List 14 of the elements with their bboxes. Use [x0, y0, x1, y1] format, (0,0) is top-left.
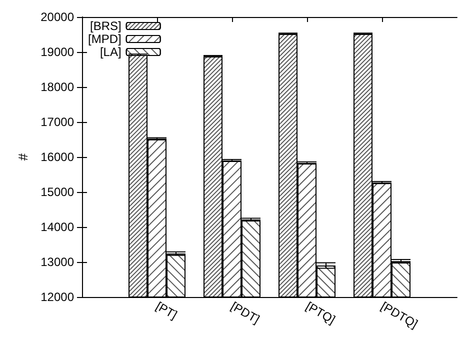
y-tick-label: 12000 [40, 290, 74, 304]
y-tick-label: 18000 [40, 80, 74, 94]
legend-label: [BRS] [90, 19, 122, 33]
y-tick-label: 15000 [40, 185, 74, 199]
y-tick-label: 13000 [40, 255, 74, 269]
y-tick-label: 17000 [40, 115, 74, 129]
x-tick-label: [PT] [154, 298, 180, 322]
y-tick-label: 19000 [40, 45, 74, 59]
y-tick-label: 16000 [40, 150, 74, 164]
legend-label: [MPD] [88, 32, 122, 46]
y-axis-title: # [16, 152, 31, 161]
y-tick-label: 14000 [40, 220, 74, 234]
y-tick-label: 20000 [40, 10, 74, 24]
legend-label: [LA] [100, 45, 122, 59]
